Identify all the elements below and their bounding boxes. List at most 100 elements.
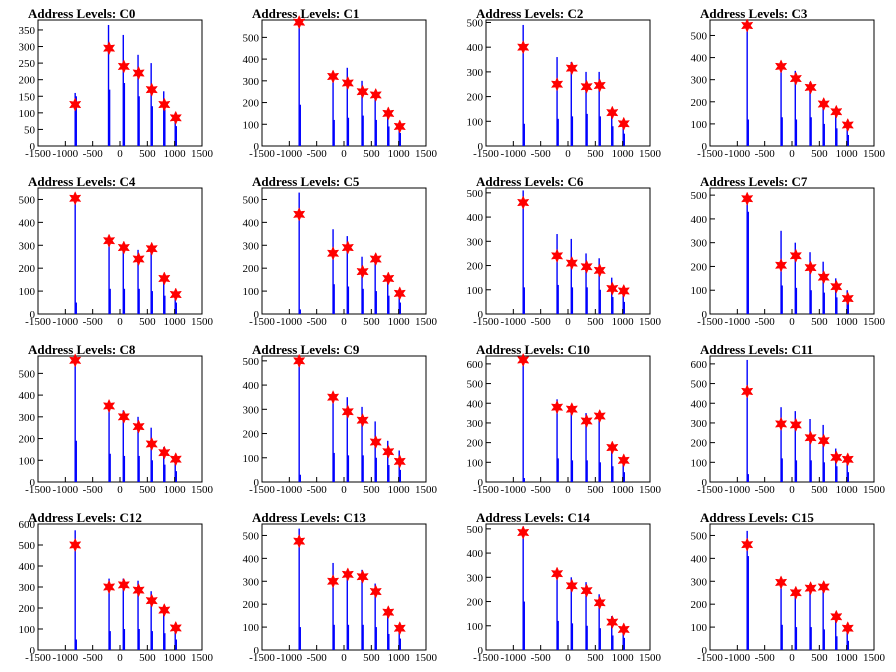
x-tick-label: 1000 bbox=[836, 484, 859, 496]
y-tick-label: 400 bbox=[243, 217, 260, 229]
peak-marker bbox=[593, 595, 606, 610]
peak-marker bbox=[550, 77, 564, 92]
y-tick-label: 400 bbox=[467, 398, 484, 410]
x-tick-label: 1000 bbox=[388, 148, 411, 160]
peak-marker bbox=[132, 419, 145, 434]
chart-title: Address Levels: C9 bbox=[252, 342, 360, 357]
peak-marker bbox=[517, 352, 530, 368]
y-tick-label: 300 bbox=[467, 418, 484, 430]
y-tick-label: 50 bbox=[24, 124, 36, 136]
chart-panel: Address Levels: C9 0 100 200 300 400 500 -1500-… bbox=[224, 336, 448, 504]
y-tick-label: 0 bbox=[254, 645, 260, 657]
peak-marker bbox=[580, 79, 593, 94]
x-tick-label: 0 bbox=[565, 316, 571, 328]
x-tick-label: -1500 bbox=[25, 652, 51, 664]
x-tick-label: -1000 bbox=[276, 316, 302, 328]
x-tick-label: -1500 bbox=[697, 484, 723, 496]
chart-title: Address Levels: C4 bbox=[28, 174, 136, 189]
x-tick-label: -1500 bbox=[25, 484, 51, 496]
x-tick-label: -500 bbox=[755, 652, 776, 664]
plot-frame bbox=[709, 187, 875, 315]
y-tick-label: 0 bbox=[702, 645, 708, 657]
y-tick-label: 250 bbox=[19, 58, 36, 70]
peak-marker bbox=[830, 450, 843, 465]
chart-svg: Address Levels: C60100200300400500-1500-… bbox=[467, 174, 662, 328]
peak-marker bbox=[145, 593, 158, 608]
peak-marker bbox=[741, 537, 754, 552]
peak-marker bbox=[117, 240, 130, 255]
x-tick-label: -1000 bbox=[500, 316, 526, 328]
y-tick-label: 200 bbox=[243, 98, 260, 110]
y-tick-label: 300 bbox=[19, 42, 36, 54]
x-tick-label: 0 bbox=[341, 484, 347, 496]
y-tick-label: 200 bbox=[467, 597, 484, 609]
y-tick-label: 300 bbox=[243, 404, 260, 416]
chart-title: Address Levels: C6 bbox=[476, 174, 584, 189]
peak-marker bbox=[132, 251, 145, 267]
y-tick-label: 500 bbox=[243, 356, 260, 368]
chart-svg: Address Levels: C13 0 100 200 300 400 500 -1500… bbox=[243, 510, 438, 664]
peak-marker bbox=[841, 117, 854, 133]
chart-title: Address Levels: C12 bbox=[28, 510, 142, 525]
chart-panel: Address Levels: C3 0 100 200 300 400 500 -1500-… bbox=[672, 0, 896, 168]
peak-marker bbox=[789, 585, 802, 600]
y-tick-label: 200 bbox=[19, 263, 36, 275]
peak-marker bbox=[158, 97, 171, 112]
peak-marker bbox=[341, 567, 354, 582]
x-tick-label: -500 bbox=[307, 316, 328, 328]
peak-marker bbox=[774, 258, 788, 273]
x-tick-label: -1000 bbox=[52, 652, 78, 664]
peak-marker bbox=[741, 384, 754, 399]
peak-marker bbox=[830, 104, 843, 119]
y-tick-label: 500 bbox=[691, 30, 708, 42]
peak-marker bbox=[369, 87, 382, 103]
peak-marker bbox=[132, 583, 145, 598]
x-tick-label: -1500 bbox=[249, 652, 275, 664]
y-tick-label: 600 bbox=[691, 359, 708, 371]
peak-marker bbox=[550, 400, 564, 415]
y-tick-label: 500 bbox=[19, 368, 36, 380]
x-tick-label: -500 bbox=[307, 484, 328, 496]
peak-marker bbox=[617, 453, 630, 468]
y-tick-label: 300 bbox=[243, 240, 260, 252]
x-tick-label: 500 bbox=[811, 316, 828, 328]
y-tick-label: 300 bbox=[19, 412, 36, 424]
y-tick-label: 200 bbox=[243, 599, 260, 611]
x-tick-label: 1500 bbox=[639, 316, 662, 328]
y-tick-label: 0 bbox=[702, 309, 708, 321]
y-tick-label: 200 bbox=[467, 438, 484, 450]
peak-marker bbox=[817, 96, 830, 112]
y-tick-label: 400 bbox=[19, 217, 36, 229]
peak-marker bbox=[593, 408, 606, 424]
chart-svg: Address Levels: C30100200300400500-1500-… bbox=[691, 6, 886, 160]
y-tick-label: 400 bbox=[243, 54, 260, 66]
peak-marker bbox=[841, 621, 854, 636]
y-tick-label: 200 bbox=[19, 434, 36, 446]
peak-marker bbox=[341, 404, 354, 419]
x-tick-label: -1000 bbox=[52, 148, 78, 160]
peak-marker bbox=[158, 271, 171, 286]
chart-panel: Address Levels: C7 0 100 200 300 400 500 -1500-… bbox=[672, 168, 896, 336]
peak-marker bbox=[293, 15, 306, 30]
x-tick-label: 500 bbox=[587, 316, 604, 328]
x-tick-label: 500 bbox=[139, 148, 156, 160]
chart-svg: Address Levels: C10100200300400500-1500-… bbox=[243, 6, 438, 160]
y-tick-label: 100 bbox=[467, 457, 484, 469]
y-tick-label: 200 bbox=[243, 263, 260, 275]
peak-marker bbox=[117, 577, 130, 593]
x-tick-label: 0 bbox=[341, 148, 347, 160]
y-tick-label: 0 bbox=[478, 645, 484, 657]
peak-marker bbox=[369, 584, 382, 599]
x-tick-label: 1000 bbox=[164, 148, 187, 160]
x-tick-label: -500 bbox=[531, 316, 552, 328]
peak-marker bbox=[830, 279, 843, 294]
chart-title: Address Levels: C1 bbox=[252, 6, 359, 21]
peak-marker bbox=[617, 116, 630, 131]
plot-frame bbox=[37, 19, 203, 147]
x-tick-label: 0 bbox=[117, 484, 123, 496]
peak-marker bbox=[774, 575, 788, 590]
peak-marker bbox=[804, 260, 817, 275]
x-tick-label: 0 bbox=[789, 316, 795, 328]
x-tick-label: 500 bbox=[139, 484, 156, 496]
